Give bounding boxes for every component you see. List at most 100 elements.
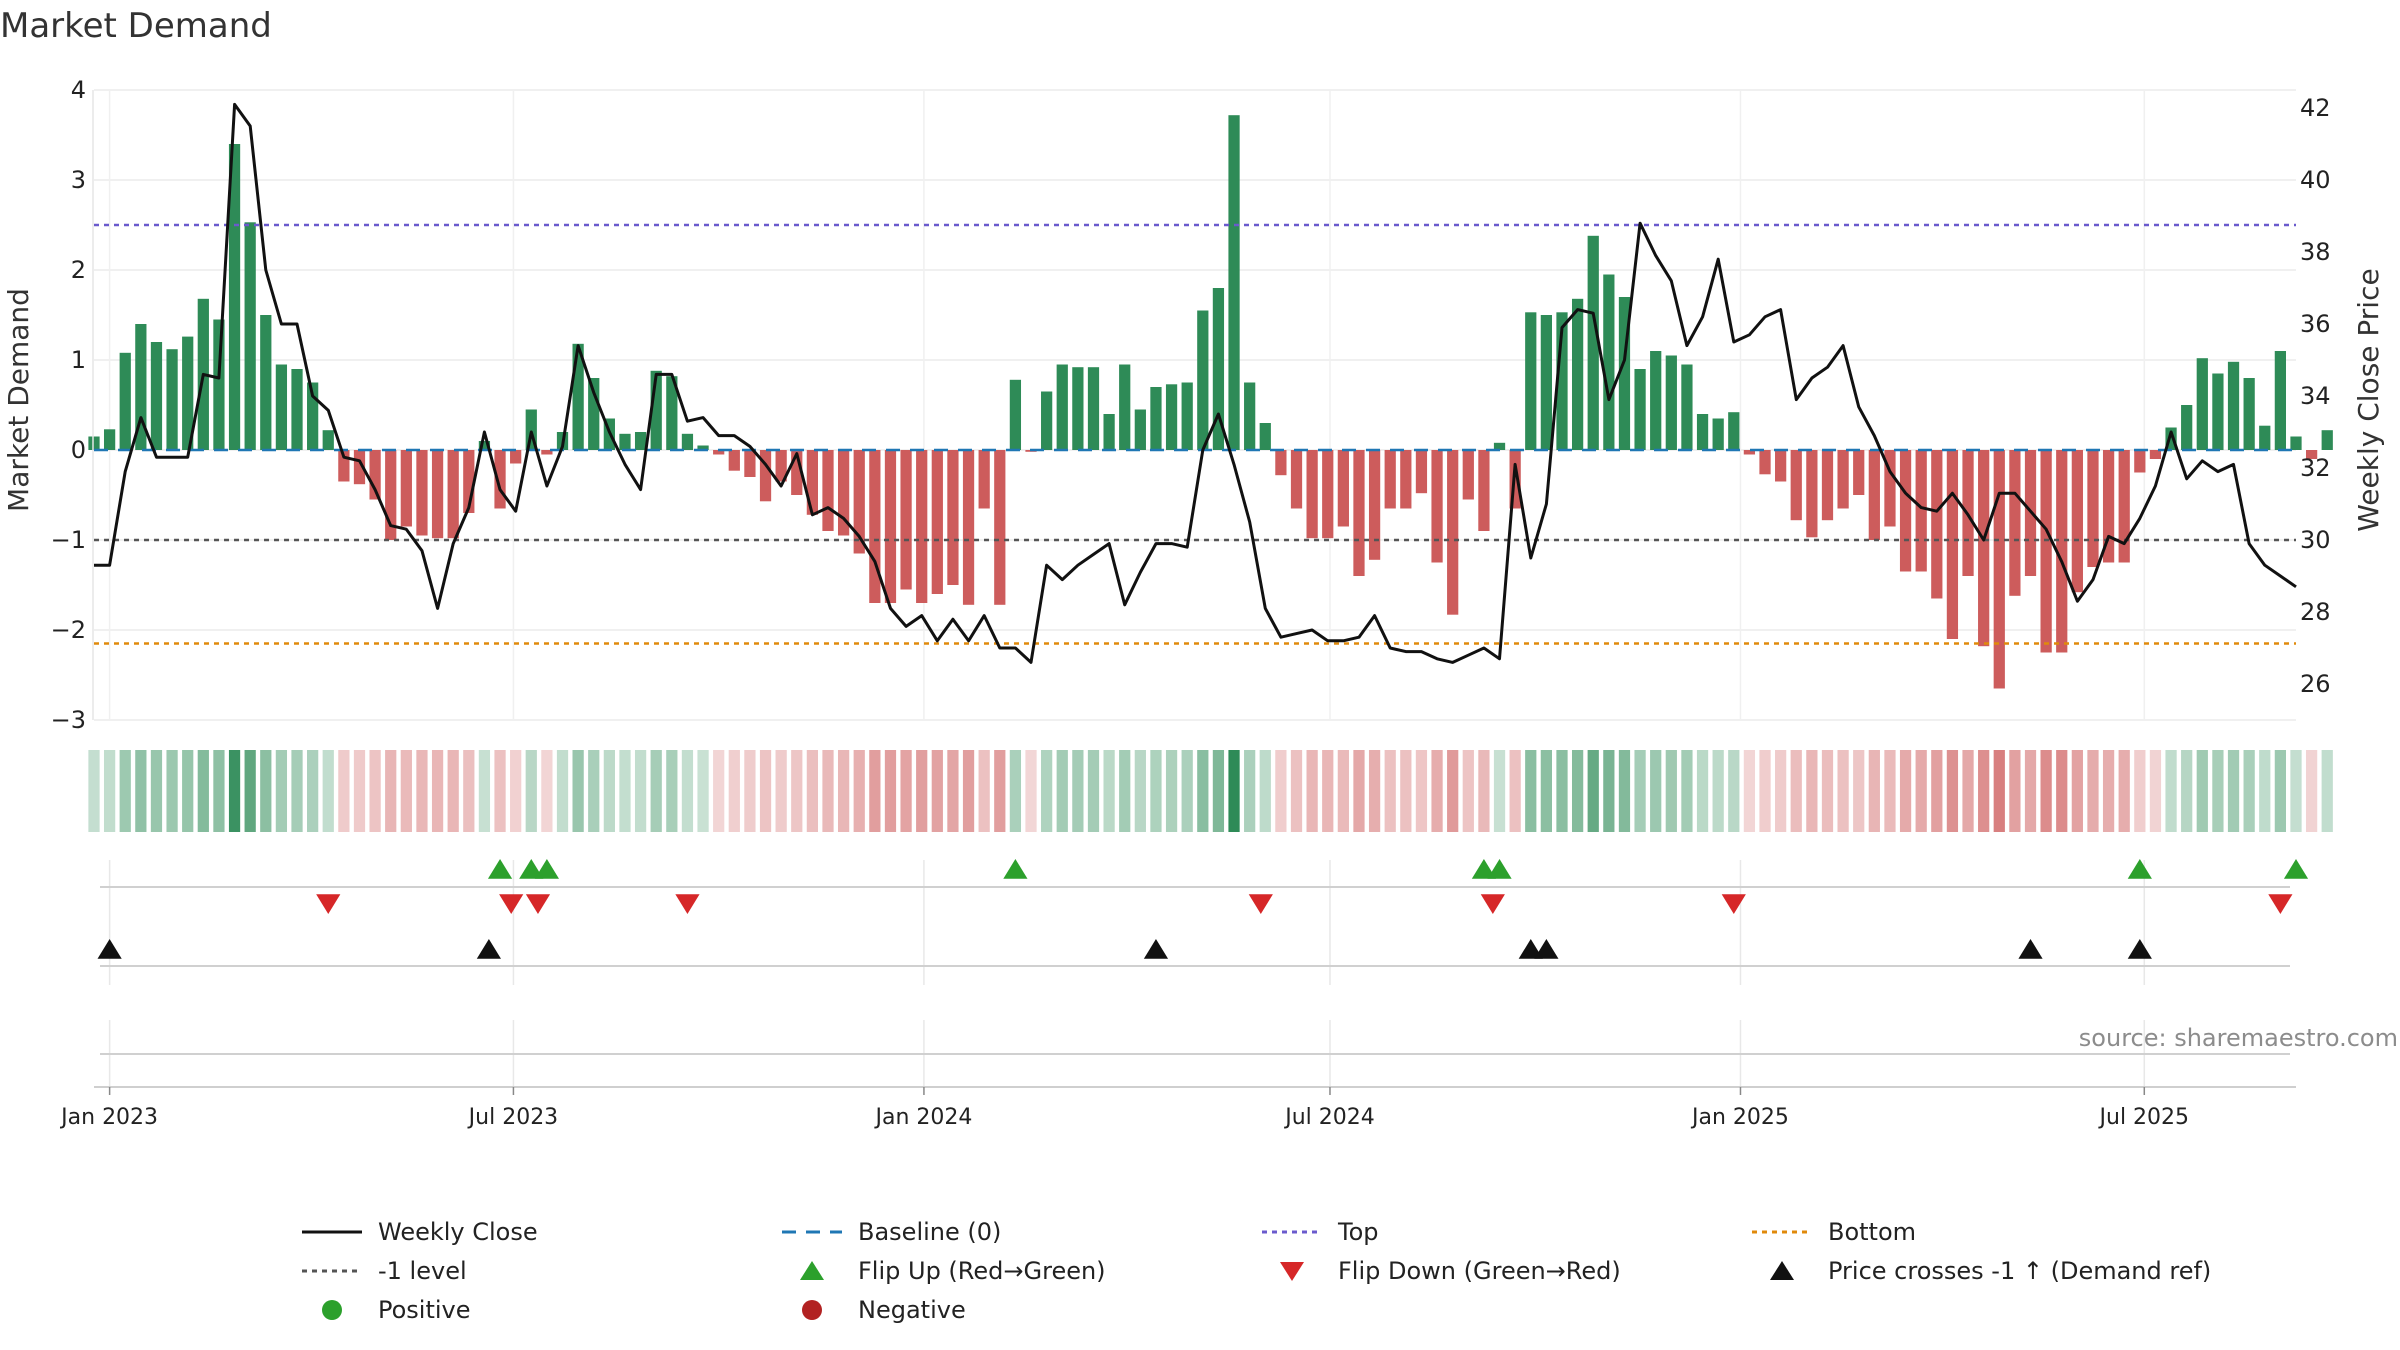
demand-bar [369,450,381,500]
strip-cell [197,750,209,832]
demand-bar [103,429,116,450]
demand-bar [88,436,100,450]
demand-bar [1650,351,1662,450]
demand-bars [88,115,2333,689]
demand-bar [119,352,131,450]
demand-bar [510,450,522,464]
legend-swatch [1280,1262,1304,1281]
demand-bar [385,450,397,540]
flip-up-marker [1487,859,1512,879]
strip-cell [1868,750,1880,832]
y2-tick-label: 26 [2300,670,2331,698]
demand-bar [1041,391,1053,450]
demand-bar [1665,355,1677,450]
strip-cell [1603,750,1615,832]
x-tick-label: Jul 2024 [1283,1105,1375,1130]
demand-bar [931,450,943,594]
strip-cell [2181,750,2193,832]
demand-bar [322,430,334,450]
legend-swatch [322,1300,342,1320]
event-markers [97,859,2309,1055]
strip-cell [463,750,475,832]
demand-bar [728,450,740,471]
legend-item: Flip Down (Green→Red) [1260,1256,1621,1286]
demand-bar [2321,430,2333,450]
legend-item: Price crosses -1 ↑ (Demand ref) [1750,1256,2211,1286]
demand-bar [1103,414,1115,450]
strip-cell [1181,750,1193,832]
strip-cell [541,750,553,832]
demand-bar [1150,387,1162,450]
legend-item: -1 level [300,1256,467,1286]
strip-cell [1134,750,1146,832]
demand-bar [260,315,272,450]
strip-cell [806,750,818,832]
y2-tick-label: 40 [2300,166,2331,194]
demand-bar [634,432,647,450]
demand-bar [2118,450,2130,563]
demand-bar [431,450,444,539]
demand-bar [1228,115,1240,450]
strip-cell [1775,750,1787,832]
strip-cell [166,750,178,832]
legend-swatch [1752,1230,1812,1234]
flip-up-marker [519,859,544,879]
y-tick-label: −1 [51,526,86,554]
strip-cell [322,750,334,832]
demand-bar [791,450,803,495]
strip-cell [2087,750,2099,832]
strip-cell [1228,750,1240,832]
demand-bar [1728,412,1740,450]
strip-cell [369,750,381,832]
y-tick-label: 3 [71,166,86,194]
demand-bar [1556,312,1568,450]
demand-bar [1915,450,1927,572]
legend: Weekly Close Baseline (0) Top Bottom -1 leve… [300,1217,2300,1337]
legend-label: Flip Up (Red→Green) [858,1257,1106,1285]
strip-cell [2102,750,2115,832]
demand-bar [1431,450,1443,563]
strip-cell [853,750,865,832]
demand-bar [1368,450,1381,560]
flip-down-marker [2268,894,2293,914]
strip-cell [650,750,662,832]
demand-bar [978,450,990,509]
strip-cell [1322,750,1334,832]
demand-bar [2181,405,2193,450]
demand-bar [135,324,147,450]
strip-cell [837,750,850,832]
demand-bar [228,144,241,450]
strip-cell [1244,750,1256,832]
flip-up-marker [1471,859,1497,879]
source-credit: source: sharemaestro.com [2078,1024,2398,1052]
strip-cell [697,750,709,832]
demand-bar [2227,361,2240,450]
demand-bar [884,450,897,603]
strip-cell [1025,750,1037,832]
strip-cell [884,750,897,832]
strip-cell [791,750,803,832]
x-tick-label: Jul 2025 [2098,1105,2190,1130]
demand-bar [1899,450,1912,572]
demand-bar [1540,315,1552,450]
legend-label: Bottom [1828,1218,1917,1246]
demand-bar [1337,450,1349,527]
legend-label: Flip Down (Green→Red) [1338,1257,1621,1285]
strip-cell [2134,750,2146,832]
strip-cell [182,750,194,832]
legend-label: Baseline (0) [858,1218,1002,1246]
demand-bar [1837,450,1849,509]
legend-swatch [1770,1261,1794,1280]
strip-cell [1853,750,1865,832]
strip-cell [244,750,256,832]
demand-bar [1197,310,1209,450]
strip-cell [2056,750,2068,832]
demand-bar [2305,450,2318,459]
strip-cell [150,750,163,832]
strip-cell [1821,750,1834,832]
strip-cell [916,750,928,832]
demand-bar [478,441,491,450]
strip-cell [962,750,975,832]
strip-cell [2321,750,2333,832]
